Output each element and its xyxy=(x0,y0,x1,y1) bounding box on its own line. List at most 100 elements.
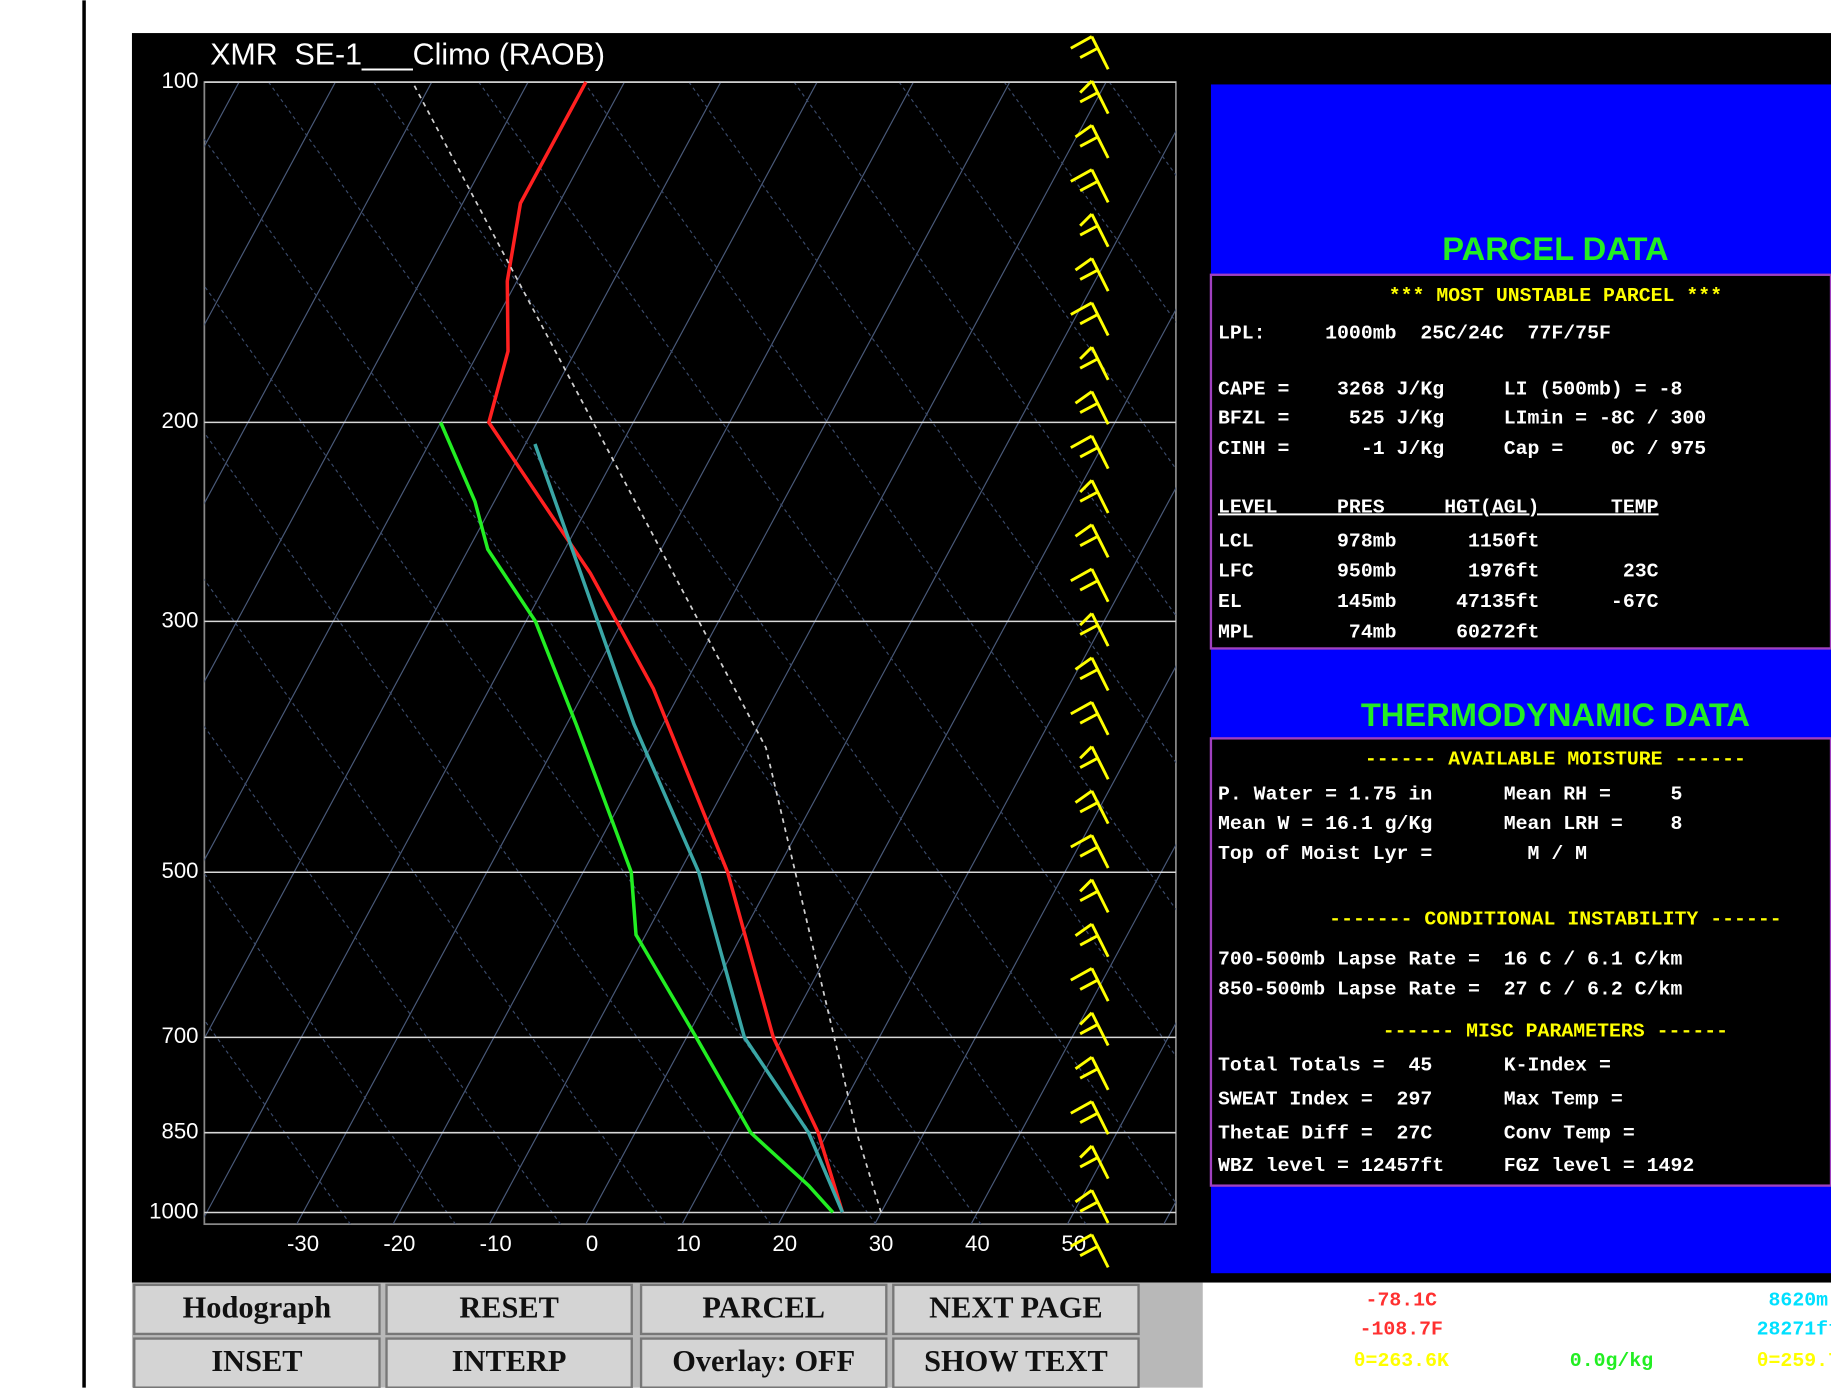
table-row: MPL 74mb 60272ft xyxy=(1218,620,1540,643)
readout-value: θ=263.6K xyxy=(1354,1349,1449,1372)
x-tick-label: 40 xyxy=(965,1231,990,1256)
barb-flag xyxy=(1079,756,1099,769)
wind-barb xyxy=(1074,1189,1110,1224)
button-face[interactable] xyxy=(385,1337,633,1388)
barb-staff xyxy=(1090,346,1110,381)
wind-barb xyxy=(1074,656,1110,692)
button[interactable]: RESET xyxy=(385,1283,633,1336)
barb-flag xyxy=(1074,523,1093,538)
dry-adiabat xyxy=(204,138,982,1225)
button-label[interactable]: Hodograph xyxy=(183,1291,332,1325)
wind-barb xyxy=(1070,301,1110,337)
sounding-profile xyxy=(439,421,835,1214)
panel-line: BFZL = 525 J/Kg LImin = -8C / 300 xyxy=(1218,407,1706,430)
barb-flag xyxy=(1079,712,1099,725)
barb-flag xyxy=(1079,268,1099,281)
button-label[interactable]: SHOW TEXT xyxy=(924,1344,1108,1378)
button-face[interactable] xyxy=(639,1337,888,1388)
button-face[interactable] xyxy=(639,1283,888,1336)
isotherm xyxy=(1066,1022,1176,1225)
button[interactable]: NEXT PAGE xyxy=(892,1283,1140,1336)
barb-flag xyxy=(1079,1011,1093,1026)
barb-flag xyxy=(1070,168,1093,183)
barb-flag xyxy=(1079,1023,1099,1036)
barb-staff xyxy=(1090,879,1110,914)
button[interactable]: Hodograph xyxy=(133,1283,381,1336)
button-label[interactable]: NEXT PAGE xyxy=(929,1291,1102,1325)
wind-barb xyxy=(1074,789,1110,825)
barb-flag xyxy=(1079,845,1099,858)
barb-flag xyxy=(1074,124,1093,139)
x-tick-label: -30 xyxy=(287,1231,319,1256)
barb-flag xyxy=(1074,922,1093,937)
isotherm xyxy=(204,82,433,505)
barb-flag xyxy=(1079,91,1099,104)
barb-staff xyxy=(1090,568,1110,603)
barb-flag xyxy=(1079,1156,1099,1169)
barb-flag xyxy=(1074,257,1093,272)
button[interactable]: Overlay: OFF xyxy=(639,1337,888,1388)
dry-adiabat xyxy=(478,82,1176,1058)
wind-barb xyxy=(1074,390,1110,425)
readout-value: θ=259.7 xyxy=(1757,1349,1831,1372)
barb-flag xyxy=(1079,890,1099,902)
wind-barb xyxy=(1079,79,1110,115)
button-face[interactable] xyxy=(133,1337,381,1388)
plot-title: XMR SE-1___Climo (RAOB) xyxy=(210,38,605,71)
wind-barb xyxy=(1074,257,1110,292)
button-face[interactable] xyxy=(133,1283,381,1336)
dry-adiabat xyxy=(1003,82,1176,323)
button[interactable]: INSET xyxy=(133,1337,381,1388)
wind-barb xyxy=(1079,612,1110,647)
button-label[interactable]: INTERP xyxy=(452,1344,567,1378)
wind-barb xyxy=(1079,213,1110,248)
barb-flag xyxy=(1070,434,1093,449)
isotherm xyxy=(204,82,722,1040)
button-face[interactable] xyxy=(385,1283,633,1336)
isotherm xyxy=(392,82,1011,1225)
button[interactable]: INTERP xyxy=(385,1337,633,1388)
button-label[interactable]: INSET xyxy=(211,1344,302,1378)
dry-adiabat xyxy=(583,82,1176,911)
dry-adiabat xyxy=(688,82,1176,764)
panel-line: 850-500mb Lapse Rate = 27 C / 6.2 C/km xyxy=(1218,978,1683,1001)
button-label[interactable]: Overlay: OFF xyxy=(672,1344,855,1378)
button-face[interactable] xyxy=(892,1283,1140,1336)
barb-flag xyxy=(1079,357,1099,370)
barb-staff xyxy=(1090,257,1110,292)
button[interactable]: PARCEL xyxy=(639,1283,888,1336)
barb-flag xyxy=(1079,135,1099,148)
barb-flag xyxy=(1079,401,1099,414)
panel-line: P. Water = 1.75 in Mean RH = 5 xyxy=(1218,783,1682,806)
barb-flag xyxy=(1079,46,1099,59)
isotherm xyxy=(204,82,529,683)
barb-staff xyxy=(1090,524,1110,559)
cursor-readout: -78.1C -108.7F θ=263.6K 348mb 0.0g/kg 86… xyxy=(1354,1288,1831,1372)
button-label[interactable]: RESET xyxy=(459,1291,559,1325)
barb-staff xyxy=(1090,1189,1110,1224)
barb-staff xyxy=(1090,923,1110,958)
dry-adiabat xyxy=(204,431,772,1225)
button-face[interactable] xyxy=(892,1337,1140,1388)
wind-barb xyxy=(1070,700,1110,736)
wind-barb xyxy=(1074,523,1110,559)
readout-value: 8620m xyxy=(1769,1288,1829,1311)
wind-barb xyxy=(1070,1233,1110,1269)
barb-flag xyxy=(1074,789,1093,804)
dry-adiabat xyxy=(204,725,561,1225)
skewt-background xyxy=(204,82,1176,1225)
x-tick-label: -20 xyxy=(383,1231,415,1256)
wind-barb xyxy=(1070,168,1110,204)
barb-flag xyxy=(1079,934,1099,947)
button-label[interactable]: PARCEL xyxy=(702,1291,825,1325)
panel-line: Top of Moist Lyr = M / M xyxy=(1218,842,1587,865)
barb-staff xyxy=(1090,479,1110,514)
isotherm xyxy=(204,82,336,327)
wind-barb xyxy=(1079,1144,1110,1180)
panel-line: CINH = -1 J/Kg Cap = 0C / 975 xyxy=(1218,437,1706,460)
button[interactable]: SHOW TEXT xyxy=(892,1337,1140,1388)
isotherm xyxy=(296,82,914,1225)
dry-adiabat xyxy=(204,872,456,1225)
barb-flag xyxy=(1079,313,1099,326)
x-tick-label: 0 xyxy=(586,1231,598,1256)
